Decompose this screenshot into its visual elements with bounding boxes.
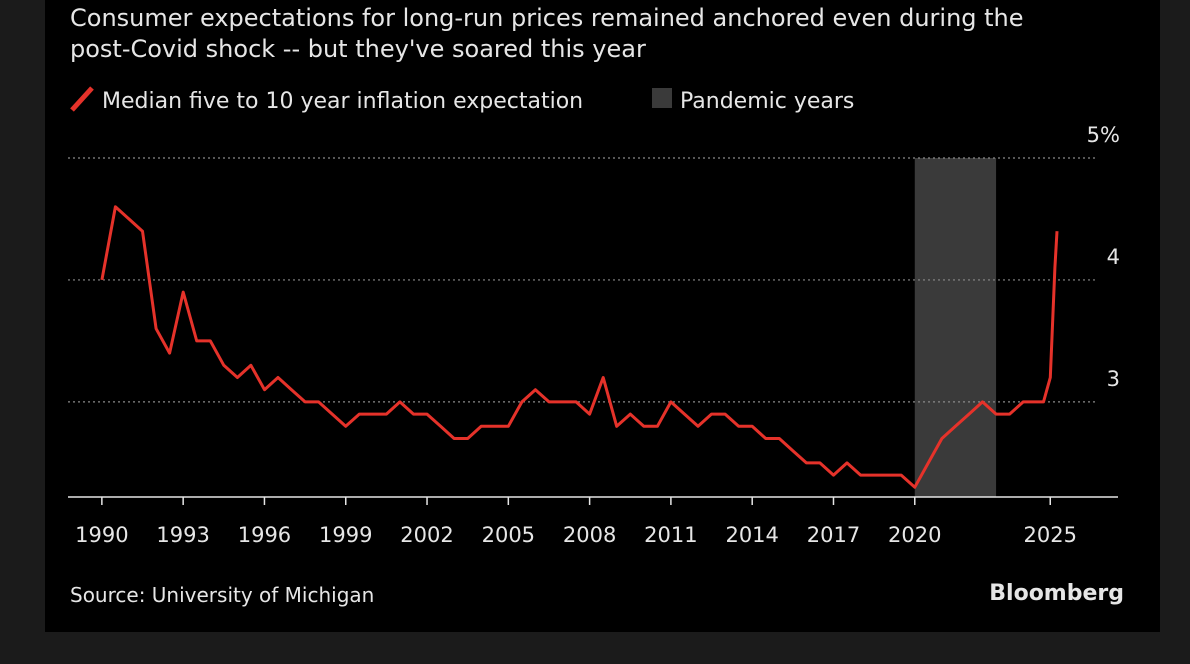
x-tick-label: 2020 bbox=[888, 523, 941, 547]
chart-title: post-Covid shock -- but they've soared t… bbox=[70, 35, 646, 63]
x-tick-label: 1990 bbox=[75, 523, 128, 547]
x-tick-label: 2002 bbox=[400, 523, 453, 547]
brand: Bloomberg bbox=[989, 581, 1124, 606]
x-tick-label: 1996 bbox=[238, 523, 291, 547]
source: Source: University of Michigan bbox=[70, 583, 374, 607]
x-tick-label: 2008 bbox=[563, 523, 616, 547]
y-tick-label: 5% bbox=[1087, 123, 1120, 147]
x-tick-label: 2011 bbox=[644, 523, 697, 547]
legend-label: Pandemic years bbox=[680, 89, 854, 114]
x-tick-label: 1999 bbox=[319, 523, 372, 547]
series-line bbox=[100, 205, 1059, 489]
y-tick-label: 4 bbox=[1107, 245, 1120, 269]
x-tick-label: 1993 bbox=[156, 523, 209, 547]
pandemic-band bbox=[914, 158, 997, 497]
x-tick-label: 2017 bbox=[807, 523, 860, 547]
x-tick-label: 2005 bbox=[482, 523, 535, 547]
x-tick-label: 2025 bbox=[1024, 523, 1077, 547]
legend-label: Median five to 10 year inflation expecta… bbox=[102, 89, 583, 114]
chart-title: Consumer expectations for long-run price… bbox=[70, 4, 1024, 32]
legend-swatch bbox=[652, 88, 672, 108]
y-tick-label: 3 bbox=[1107, 367, 1120, 391]
legend-line-icon bbox=[70, 86, 94, 112]
x-tick-label: 2014 bbox=[725, 523, 778, 547]
